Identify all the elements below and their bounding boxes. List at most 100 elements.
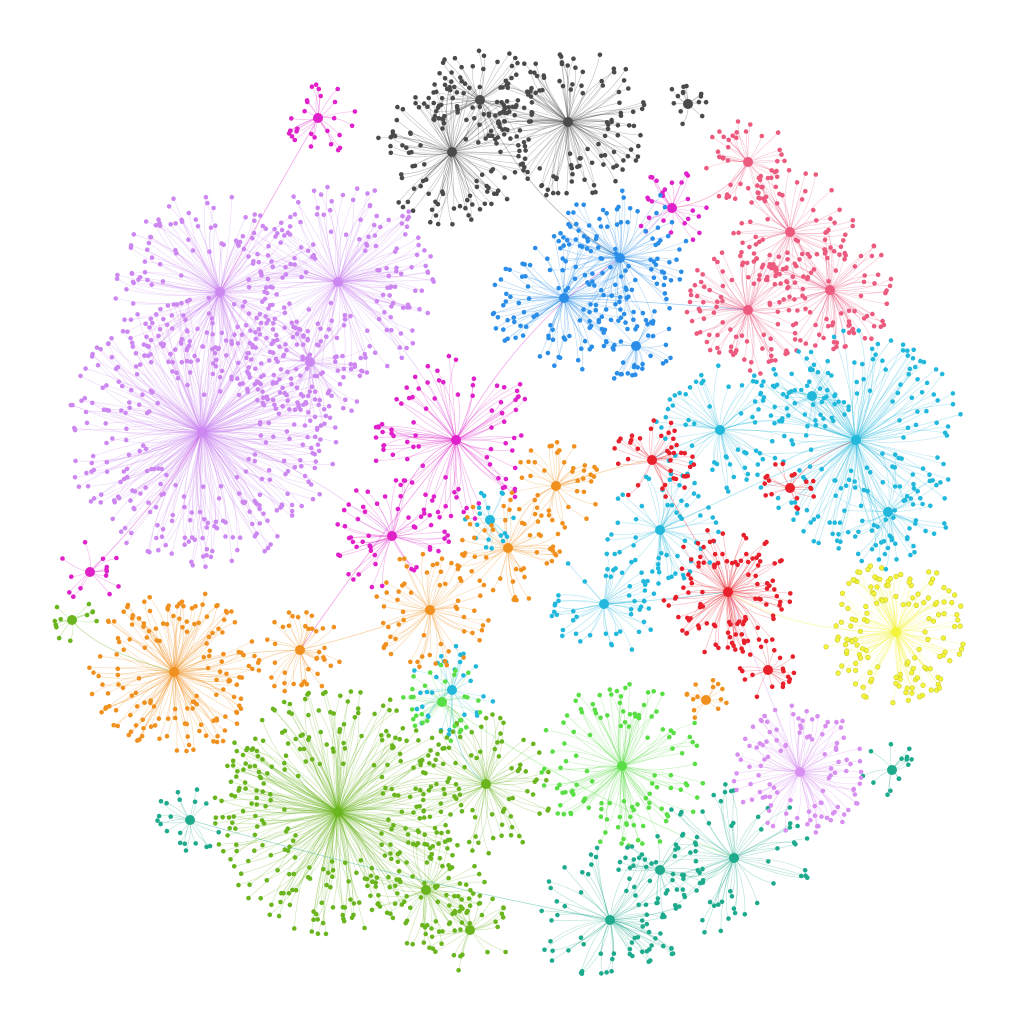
graph-edge [337, 811, 351, 900]
graph-node [425, 363, 431, 369]
graph-node [272, 226, 277, 232]
graph-edge [137, 314, 203, 433]
graph-edge [337, 811, 414, 819]
graph-edge [607, 529, 661, 540]
graph-node [182, 504, 187, 510]
graph-edge [172, 291, 221, 329]
graph-node [544, 192, 549, 198]
graph-node [89, 460, 95, 466]
graph-edge [400, 439, 457, 497]
graph-node [570, 82, 575, 87]
graph-node [597, 52, 603, 58]
graph-edge [93, 671, 175, 675]
graph-edge [173, 651, 239, 673]
graph-node [477, 84, 483, 90]
graph-edge [855, 439, 878, 527]
graph-edge [801, 389, 857, 441]
graph-edge [337, 811, 394, 918]
graph-edge [201, 431, 303, 446]
graph-node [432, 396, 438, 401]
graph-edge [289, 811, 339, 847]
graph-node [451, 206, 457, 211]
graph-edge [85, 368, 203, 433]
graph-node [114, 555, 119, 561]
graph-node [507, 109, 512, 115]
graph-node [388, 143, 393, 149]
graph-edge [173, 636, 210, 673]
graph-edge [295, 811, 339, 891]
graph-edge [337, 281, 414, 344]
graph-hub-node [447, 147, 457, 157]
graph-edge [337, 788, 460, 813]
graph-node [621, 78, 627, 83]
graph-edge [570, 765, 623, 814]
graph-node [300, 342, 306, 347]
graph-edge [337, 281, 352, 370]
graph-edge [173, 671, 200, 732]
graph-node [433, 109, 439, 114]
graph-node [213, 363, 219, 369]
graph-node [498, 400, 504, 405]
graph-edge [297, 775, 339, 813]
graph-edge [147, 249, 221, 293]
graph-node [283, 272, 289, 277]
graph-edge [391, 535, 448, 541]
graph-node [182, 542, 187, 547]
graph-edge [293, 196, 339, 283]
graph-edge [337, 795, 399, 813]
graph-edge [485, 771, 526, 785]
graph-node [575, 164, 580, 170]
graph-node [192, 353, 197, 359]
graph-edge [495, 115, 569, 124]
graph-edge [102, 387, 203, 433]
graph-edge [567, 111, 634, 123]
graph-node [221, 242, 226, 247]
graph-edge [337, 237, 419, 283]
graph-node [314, 212, 320, 217]
graph-edge [619, 207, 666, 259]
graph-node [175, 375, 181, 381]
graph-edge [455, 395, 473, 441]
graph-node [437, 71, 442, 76]
graph-node [288, 214, 293, 220]
graph-edge [681, 811, 735, 859]
graph-node [398, 331, 404, 336]
graph-edge [249, 281, 339, 288]
graph-edge [619, 257, 665, 286]
graph-edge [337, 811, 449, 833]
graph-bridge-edge [219, 117, 319, 293]
graph-node [213, 223, 218, 228]
graph-edge [325, 692, 342, 813]
graph-edge [337, 254, 418, 283]
graph-edge [274, 710, 339, 813]
graph-node [454, 495, 459, 500]
graph-edge [320, 732, 339, 813]
graph-edge [117, 637, 175, 673]
graph-edge [855, 435, 947, 443]
graph-edge [481, 783, 489, 854]
graph-edge [117, 366, 203, 433]
graph-node [514, 72, 519, 77]
graph-edge [152, 391, 203, 433]
graph-edge [455, 439, 504, 489]
graph-edge [115, 368, 203, 433]
graph-node [115, 494, 121, 500]
graph-edge [855, 382, 928, 441]
graph-node [416, 235, 421, 240]
graph-edge [126, 431, 203, 544]
graph-edge [336, 748, 346, 813]
graph-node [613, 178, 618, 184]
graph-node [350, 197, 356, 203]
graph-edge [599, 695, 623, 767]
graph-edge [108, 620, 175, 673]
graph-node [317, 492, 323, 497]
graph-edge [159, 263, 221, 293]
graph-edge [201, 318, 213, 433]
graph-edge [126, 289, 221, 297]
graph-edge [659, 482, 695, 531]
graph-node [568, 162, 574, 168]
graph-edge [219, 291, 232, 377]
graph-edge [218, 291, 238, 379]
graph-edge [648, 478, 661, 531]
